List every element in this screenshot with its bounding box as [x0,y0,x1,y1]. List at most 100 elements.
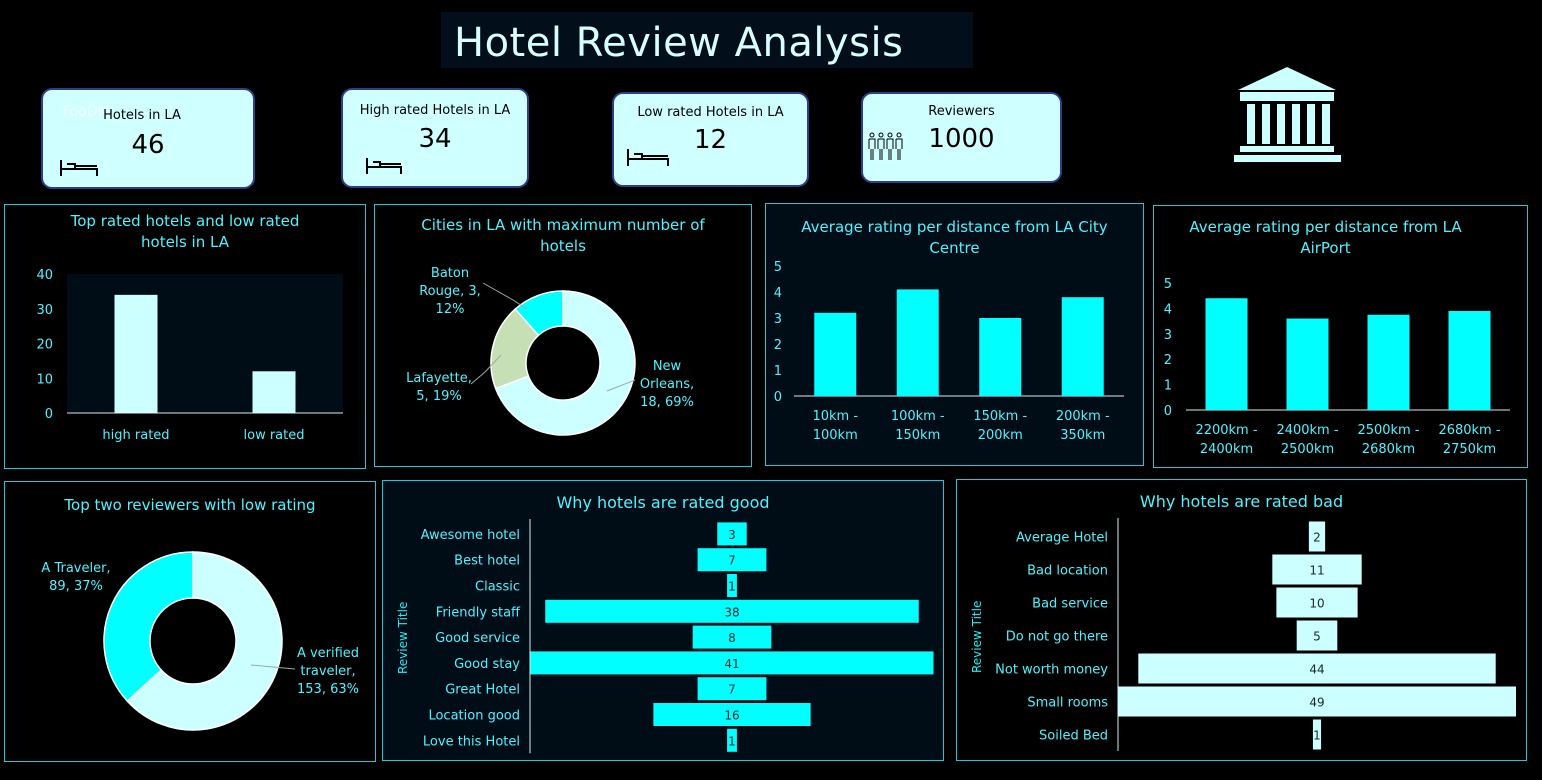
bed-icon [627,149,669,166]
kpi-value: 46 [131,130,165,160]
y-tick-label: 10 [36,372,53,387]
y-tick-label: 20 [36,338,53,353]
bar [1312,719,1322,750]
donut-slice [103,551,194,703]
chart-cities-donut: New Orleans, 18, 69% Lafayette, 5, 19% Baton R… [406,266,694,436]
kpi-label: Reviewers [928,104,995,119]
bar [727,728,737,752]
panel-cities-donut: Cities in LA with maximum number of hote… [374,204,752,467]
y-tick-label: 5 [774,260,782,275]
chart-airport-bars: 0 1 2 3 4 5 2200km - 2400km 2400km - 2500km 2500km… [1164,277,1510,457]
y-tick-label: 1 [1164,379,1172,394]
panel-rated-good: Why hotels are rated good Review Title 3… [382,480,944,761]
panel-airport-rating: Average rating per distance from LA AirP… [1153,205,1528,468]
people-icon [868,132,903,160]
chart-title-line: hotels [540,237,586,255]
chart-reviewers-donut: A verified traveler, 153, 63% A Traveler, 89… [41,551,359,731]
data-label: A Traveler, [41,561,110,576]
kpi-card-high-rated: High rated Hotels in LA 34 [341,88,529,188]
bar [1308,521,1326,552]
category-label: Bad service [1032,597,1108,612]
chart-title: Top rated hotels and low rated hotels in… [5,211,365,253]
y-tick-label: 1 [774,364,782,379]
data-label: 41 [724,657,739,671]
bar [1118,686,1516,717]
x-tick-label: 150km - [973,409,1027,424]
x-tick-label: high rated [102,428,169,443]
data-label: 153, 63% [297,682,359,697]
y-tick-label: 4 [774,286,782,301]
plot-area [67,274,343,413]
category-label: Classic [475,580,520,595]
kpi-card-hotels: ТооDM Hotels in LA 46 [41,88,255,189]
data-label: 16 [724,709,739,723]
donut-slice [494,290,636,436]
bar [692,625,772,649]
chart-rated-good-funnel: 3 Awesome hotel 7 Best hotel 1 Classic 38 Frien… [421,519,934,754]
category-label: Small rooms [1027,696,1108,711]
dashboard-title-box: Hotel Review Analysis [441,12,973,68]
x-tick-label: 10km - [812,409,858,424]
data-label: Lafayette, [406,371,472,386]
x-tick-label: 2400km [1200,442,1253,457]
chart-title: Average rating per distance from LA AirP… [1139,217,1512,259]
category-label: Location good [428,709,520,724]
data-label: 89, 37% [49,579,103,594]
y-tick-label: 3 [1164,328,1172,343]
bar [1205,298,1248,410]
chart-title: Top two reviewers with low rating [64,496,316,514]
bar [1138,653,1496,684]
bar [814,312,857,396]
y-tick-label: 2 [774,338,782,353]
data-label: 10 [1309,597,1324,611]
bar [545,599,919,623]
x-tick-label: 2750km [1443,442,1496,457]
bar [717,522,747,546]
leader-line [482,282,528,310]
donut-slice [126,551,283,731]
bar [697,548,767,572]
data-label: New [653,359,682,374]
category-label: Soiled Bed [1039,729,1108,744]
bar [896,289,939,396]
bar [697,677,767,701]
data-label: 5, 19% [416,389,461,404]
y-tick-label: 40 [36,268,53,283]
leader-line [470,354,502,385]
x-tick-label: 2200km - [1195,423,1257,438]
bar [979,318,1022,396]
x-tick-label: 200km [978,428,1023,443]
data-label: 49 [1309,696,1324,710]
kpi-value: 1000 [928,124,995,154]
kpi-label: Hotels in LA [103,108,181,123]
chart-title-line: Top rated hotels and low rated [70,212,300,230]
data-label: 7 [728,683,736,697]
x-tick-label: 2680km - [1438,423,1500,438]
data-label: 18, 69% [640,395,694,410]
data-label: 44 [1309,663,1324,677]
chart-city-centre-bars: 0 1 2 3 4 5 10km - 100km 100km - 150km 150km - 200k… [774,260,1124,443]
kpi-value: 34 [418,124,452,154]
kpi-card-reviewers: Reviewers 1000 [861,92,1062,183]
category-label: Do not go there [1006,630,1108,645]
x-tick-label: 2500km - [1357,423,1419,438]
bar [1448,310,1491,410]
category-label: Best hotel [454,554,520,569]
data-label: traveler, [300,664,355,679]
bar [727,574,737,597]
data-label: 2 [1313,531,1321,545]
kpi-card-low-rated: Low rated Hotels in LA 12 [612,92,809,187]
bar [1276,587,1358,618]
category-label: Not worth money [995,663,1108,678]
category-label: Good service [435,631,520,646]
category-label: Great Hotel [445,683,520,698]
bar [1061,297,1104,396]
chart-rated-bad-funnel: 2 Average Hotel 11 Bad location 10 Bad servic… [995,518,1516,751]
y-tick-label: 3 [774,312,782,327]
chart-title-line: Average rating per distance from LA [1189,218,1462,236]
data-label: A verified [297,646,359,661]
bar [1272,554,1362,585]
y-tick-label: 5 [1164,277,1172,292]
category-label: Good stay [454,657,520,672]
